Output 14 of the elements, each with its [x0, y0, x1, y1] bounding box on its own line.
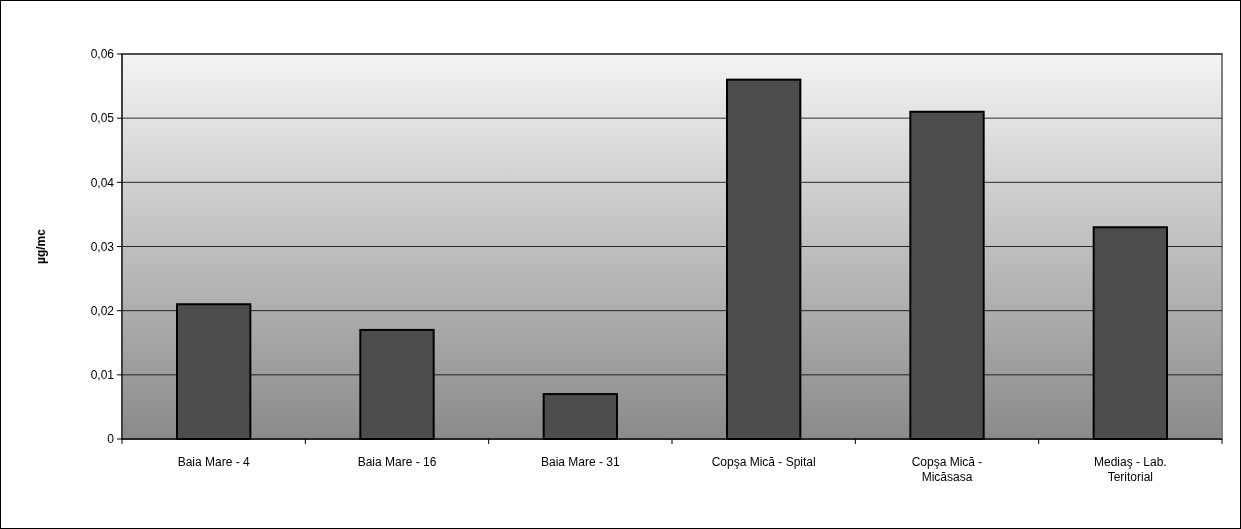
x-tick-label: Copşa Mică - Spital: [711, 455, 816, 469]
y-tick-label: 0,05: [90, 111, 115, 126]
x-tick-label: Baia Mare - 16: [357, 455, 437, 469]
x-tick-label: Baia Mare - 31: [540, 455, 621, 469]
x-tick-label: Baia Mare - 4: [177, 455, 251, 469]
y-tick-label: 0,06: [90, 47, 115, 62]
y-axis-title: µg/mc: [34, 228, 48, 264]
x-tick-label: Mediaş - Lab. Teritorial: [1093, 455, 1167, 484]
x-tick-label: Copşa Mică - Micăsasa: [911, 455, 983, 484]
y-tick-label: 0: [107, 432, 115, 447]
y-tick-label: 0,04: [90, 175, 115, 190]
y-tick-label: 0,01: [90, 368, 115, 383]
y-tick-label: 0,03: [90, 239, 115, 254]
y-tick-label: 0,02: [90, 303, 115, 318]
